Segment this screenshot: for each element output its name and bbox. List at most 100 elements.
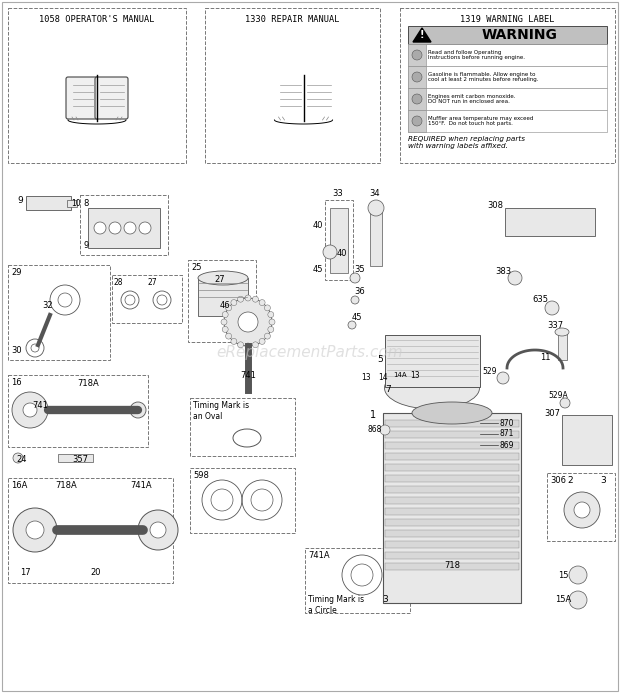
Bar	[408, 44, 607, 66]
Text: 9: 9	[83, 241, 88, 250]
Text: 529A: 529A	[548, 390, 568, 399]
Circle shape	[138, 510, 178, 550]
Bar	[385, 486, 519, 493]
FancyBboxPatch shape	[95, 77, 128, 119]
Text: 13: 13	[410, 371, 420, 380]
Text: 3: 3	[600, 476, 606, 485]
Bar	[558, 332, 567, 360]
Bar	[112, 275, 182, 323]
Circle shape	[508, 271, 522, 285]
FancyBboxPatch shape	[301, 77, 335, 119]
Bar	[385, 420, 519, 427]
Bar	[205, 8, 380, 163]
Bar	[325, 200, 353, 280]
Text: 741: 741	[240, 371, 256, 380]
Text: an Oval: an Oval	[193, 412, 223, 421]
FancyBboxPatch shape	[273, 77, 306, 119]
Text: REQUIRED when replacing parts
with warning labels affixed.: REQUIRED when replacing parts with warni…	[408, 136, 525, 149]
Circle shape	[268, 312, 274, 317]
Text: 14A: 14A	[393, 372, 407, 378]
Text: 8: 8	[83, 199, 89, 208]
Circle shape	[569, 566, 587, 584]
Bar	[408, 110, 607, 132]
Circle shape	[94, 222, 106, 234]
Circle shape	[226, 333, 232, 339]
Text: 45: 45	[352, 313, 362, 322]
Circle shape	[574, 502, 590, 518]
Circle shape	[269, 319, 275, 325]
Bar	[370, 208, 382, 266]
Bar	[408, 66, 426, 88]
Ellipse shape	[555, 328, 569, 336]
Circle shape	[222, 312, 228, 317]
Circle shape	[412, 116, 422, 126]
Text: 25: 25	[191, 263, 202, 272]
Circle shape	[412, 72, 422, 82]
Bar	[408, 66, 607, 88]
Circle shape	[237, 296, 244, 302]
Text: 598: 598	[193, 471, 209, 480]
Bar	[385, 453, 519, 460]
Bar	[8, 8, 186, 163]
Text: 718: 718	[444, 561, 460, 570]
Text: 357: 357	[72, 455, 88, 464]
Bar	[408, 110, 426, 132]
Text: Engines emit carbon monoxide.
DO NOT run in enclosed area.: Engines emit carbon monoxide. DO NOT run…	[428, 94, 515, 105]
Text: 29: 29	[11, 268, 22, 277]
Circle shape	[560, 398, 570, 408]
Ellipse shape	[384, 367, 479, 409]
Text: 635: 635	[532, 295, 548, 304]
Text: 45: 45	[312, 265, 323, 274]
Bar	[330, 208, 348, 273]
Circle shape	[224, 298, 272, 346]
Ellipse shape	[412, 402, 492, 424]
Bar	[385, 442, 519, 449]
Bar	[505, 208, 595, 236]
Text: 28: 28	[114, 278, 123, 287]
Text: 308: 308	[487, 200, 503, 209]
Text: 3: 3	[382, 595, 388, 604]
Bar	[385, 563, 519, 570]
Circle shape	[351, 296, 359, 304]
Text: 20: 20	[90, 568, 100, 577]
Circle shape	[259, 299, 265, 306]
Text: 1: 1	[370, 410, 376, 420]
Bar	[562, 415, 612, 465]
Circle shape	[150, 522, 166, 538]
Circle shape	[245, 295, 251, 301]
Text: 16: 16	[11, 378, 22, 387]
Circle shape	[252, 296, 259, 302]
Bar	[385, 530, 519, 537]
Text: 16A: 16A	[11, 481, 27, 490]
Text: a Circle: a Circle	[308, 606, 337, 615]
Text: Muffler area temperature may exceed
150°F.  Do not touch hot parts.: Muffler area temperature may exceed 150°…	[428, 116, 533, 126]
Circle shape	[12, 392, 48, 428]
Bar	[58, 454, 93, 462]
Circle shape	[238, 312, 258, 332]
Text: 13: 13	[361, 374, 371, 383]
Text: 11: 11	[540, 353, 551, 362]
Circle shape	[368, 200, 384, 216]
Text: 15A: 15A	[555, 595, 571, 604]
Bar	[383, 413, 521, 603]
Bar	[8, 478, 173, 583]
Circle shape	[350, 273, 360, 283]
Circle shape	[252, 342, 259, 348]
Circle shape	[237, 342, 244, 348]
Circle shape	[245, 343, 251, 349]
Text: 718A: 718A	[77, 378, 99, 387]
Text: eReplacementParts.com: eReplacementParts.com	[216, 344, 404, 360]
Circle shape	[380, 425, 390, 435]
Text: 35: 35	[355, 265, 365, 274]
Bar	[188, 260, 256, 342]
Circle shape	[23, 403, 37, 417]
Text: 869: 869	[500, 441, 515, 450]
Text: 1319 WARNING LABEL: 1319 WARNING LABEL	[460, 15, 555, 24]
Circle shape	[264, 333, 270, 339]
Bar	[385, 497, 519, 504]
Text: 741A: 741A	[308, 551, 330, 560]
Text: 30: 30	[11, 346, 22, 355]
Bar	[88, 208, 160, 248]
FancyBboxPatch shape	[66, 77, 99, 119]
Bar	[385, 508, 519, 515]
